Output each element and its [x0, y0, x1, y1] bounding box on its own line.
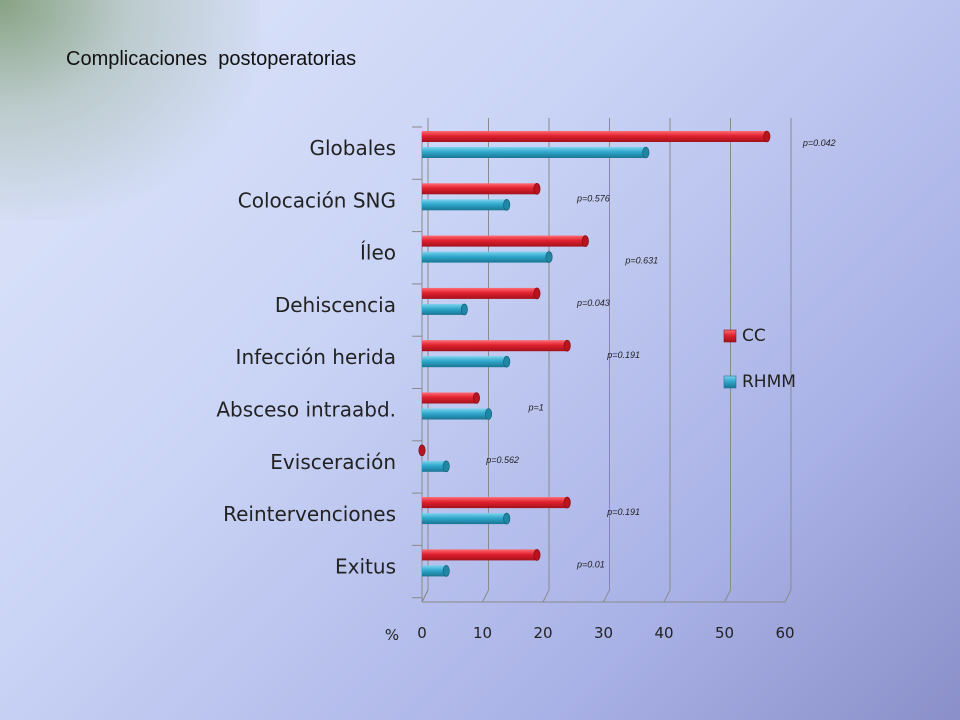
p-value-annotation: p=0.191 — [606, 507, 640, 517]
bar-body — [422, 513, 507, 525]
bar-cap — [485, 408, 493, 420]
gridline-floor — [421, 589, 429, 603]
bar-cc-infeccion-herida — [422, 339, 571, 352]
bar-cap — [418, 444, 426, 457]
category-label-exitus: Exitus — [335, 554, 396, 578]
slide-title: Complicaciones postoperatorias — [66, 48, 357, 70]
bar-body — [422, 408, 489, 420]
bar-cap — [472, 392, 480, 404]
bar-cc-exitus — [422, 549, 541, 561]
bar-body — [422, 340, 568, 352]
bar-cap — [533, 183, 541, 195]
bar-cap — [503, 355, 511, 368]
bar-body — [422, 287, 537, 299]
bar-rhmm-infeccion-herida — [422, 355, 511, 368]
x-tick-label: 0 — [417, 624, 427, 642]
legend-label-rhmm: RHMM — [742, 372, 796, 392]
bar-body — [422, 303, 465, 315]
bar-rhmm-absceso-intraabd — [422, 408, 493, 420]
category-label-infeccion-herida: Infección herida — [236, 345, 396, 369]
chart-grid — [412, 118, 792, 603]
bar-cc-evisceracion — [418, 444, 426, 457]
p-value-annotation: p=0.631 — [624, 256, 658, 266]
p-value-annotation: p=0.01 — [576, 559, 605, 569]
bar-rhmm-reintervenciones — [422, 512, 511, 525]
bar-cc-globales — [422, 130, 771, 143]
gridline-floor — [784, 589, 792, 603]
x-tick-label: 40 — [654, 624, 673, 642]
bar-body — [422, 251, 550, 263]
x-axis-unit-label: % — [385, 626, 399, 644]
p-value-annotation: p=0.576 — [576, 193, 610, 203]
bar-cc-colocacion-sng — [422, 183, 541, 195]
bar-cap — [533, 287, 541, 300]
bar-body — [422, 497, 568, 509]
bar-rhmm-dehiscencia — [422, 303, 468, 316]
bar-cc-reintervenciones — [422, 496, 571, 509]
bar-cc-ileo — [422, 235, 589, 247]
legend-swatch-rhmm — [723, 375, 737, 389]
bar-cap — [763, 130, 771, 143]
x-tick-label: 20 — [533, 624, 552, 642]
bar-cap — [503, 512, 511, 525]
gridline-floor — [482, 589, 489, 603]
bar-cc-absceso-intraabd — [422, 392, 480, 404]
bar-body — [422, 549, 537, 561]
bar-rhmm-exitus — [422, 565, 450, 577]
gridline-floor — [542, 589, 550, 603]
gridline-floor — [603, 589, 610, 603]
bar-body — [422, 147, 646, 158]
x-tick-label: 30 — [594, 624, 613, 642]
bar-cap — [460, 303, 468, 316]
category-label-ileo: Íleo — [360, 241, 396, 265]
bar-body — [422, 356, 507, 368]
bar-cap — [563, 496, 571, 509]
bar-cap — [581, 235, 589, 247]
bar-rhmm-colocacion-sng — [422, 199, 511, 211]
category-label-absceso-intraabd: Absceso intraabd. — [216, 398, 396, 422]
p-value-annotation: p=0.042 — [802, 138, 836, 148]
p-value-annotation: p=0.562 — [485, 455, 519, 465]
x-tick-label: 60 — [775, 624, 794, 642]
bar-rhmm-globales — [422, 146, 650, 159]
p-value-annotation: p=0.191 — [606, 350, 640, 360]
category-label-dehiscencia: Dehiscencia — [275, 293, 396, 317]
bar-body — [422, 199, 507, 211]
bar-cap — [642, 146, 650, 159]
legend-swatch-cc — [723, 329, 737, 343]
chart-labels: 0 10 20 30 40 50 60% Globales Colocación SNG Íleo… — [216, 136, 835, 644]
gridline-floor — [724, 589, 731, 603]
bar-body — [422, 392, 477, 404]
p-value-annotation: p=1 — [528, 403, 544, 413]
bar-body — [422, 235, 586, 247]
category-label-evisceracion: Evisceración — [270, 450, 396, 474]
bar-body — [422, 460, 447, 472]
bar-cap — [442, 460, 450, 473]
chart-legend: CC RHMM — [723, 326, 796, 392]
bar-body — [422, 183, 537, 195]
bar-cap — [503, 199, 511, 211]
bar-cap — [533, 549, 541, 561]
legend-label-cc: CC — [742, 326, 766, 346]
background-corner-glow — [0, 0, 260, 220]
bar-cap — [442, 565, 450, 577]
category-label-colocacion-sng: Colocación SNG — [238, 188, 396, 212]
bar-rhmm-evisceracion — [422, 460, 450, 473]
bar-rhmm-ileo — [422, 251, 553, 263]
bar-body — [422, 131, 767, 142]
x-tick-label: 50 — [715, 624, 734, 642]
bar-cc-dehiscencia — [422, 287, 541, 300]
category-label-globales: Globales — [309, 136, 396, 160]
chart-bars — [418, 130, 771, 577]
category-label-reintervenciones: Reintervenciones — [223, 502, 396, 526]
bar-cap — [563, 339, 571, 352]
gridline-floor — [663, 589, 671, 603]
bar-cap — [545, 251, 553, 263]
x-tick-label: 10 — [473, 624, 492, 642]
bar-body — [422, 565, 447, 577]
p-value-annotation: p=0.043 — [576, 298, 610, 308]
